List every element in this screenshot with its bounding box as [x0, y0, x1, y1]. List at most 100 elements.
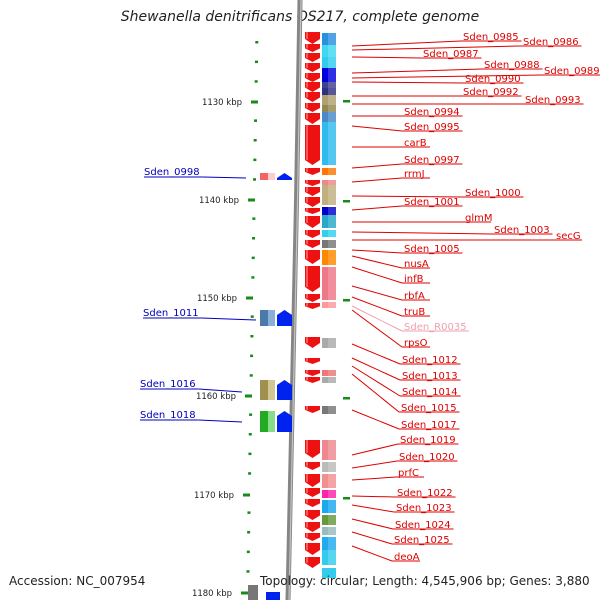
- gene-label[interactable]: Sden_1000: [465, 188, 521, 199]
- label-connector: [351, 495, 396, 498]
- accession-text: Accession: NC_007954: [9, 574, 146, 588]
- feature-block-shade: [328, 45, 336, 57]
- minor-tick: [255, 41, 259, 44]
- gene-label[interactable]: Sden_0995: [404, 122, 460, 133]
- feature-block: [322, 122, 336, 165]
- minor-tick: [253, 158, 257, 162]
- gene-arrow-forward: [305, 53, 320, 62]
- feature-block: [322, 185, 336, 205]
- tick-mark-right: [343, 100, 350, 103]
- gene-label[interactable]: Sden_0989: [544, 66, 600, 77]
- label-connector: [201, 317, 257, 321]
- tick-mark: [251, 100, 258, 104]
- gene-label[interactable]: Sden_0988: [484, 60, 540, 71]
- left-feature-block: [268, 380, 275, 400]
- feature-block: [322, 462, 336, 472]
- feature-block: [322, 68, 336, 82]
- gene-label[interactable]: Sden_1005: [404, 244, 460, 255]
- gene-label[interactable]: Sden_1012: [402, 355, 458, 366]
- gene-label[interactable]: Sden_1003: [494, 225, 550, 236]
- gene-label[interactable]: prfC: [398, 468, 419, 479]
- gene-label[interactable]: Sden_0990: [465, 74, 521, 85]
- gene-label[interactable]: Sden_0985: [463, 32, 519, 43]
- gene-label[interactable]: truB: [404, 307, 425, 318]
- tick-label: 1150 kbp: [197, 294, 237, 304]
- gene-label[interactable]: Sden_1017: [401, 420, 457, 431]
- gene-label[interactable]: nusA: [404, 259, 429, 270]
- gene-label[interactable]: Sden_0992: [463, 87, 519, 98]
- gene-label[interactable]: carB: [404, 138, 427, 149]
- label-connector: [351, 195, 464, 198]
- feature-block: [322, 550, 336, 565]
- gene-label[interactable]: rpsO: [404, 338, 428, 349]
- feature-block-shade: [328, 122, 336, 165]
- minor-tick: [253, 178, 257, 181]
- gene-arrow-forward: [305, 533, 320, 541]
- label-connector: [351, 56, 422, 59]
- gene-label[interactable]: Sden_1020: [399, 452, 455, 463]
- gene-label[interactable]: Sden_0994: [404, 107, 460, 118]
- gene-label[interactable]: Sden_1011: [143, 308, 199, 319]
- feature-block-shade: [328, 550, 336, 565]
- feature-block-shade: [328, 57, 336, 68]
- minor-tick: [251, 276, 255, 279]
- label-connector: [198, 419, 243, 423]
- gene-label[interactable]: Sden_1018: [140, 410, 196, 421]
- genome-backbone: [285, 0, 303, 600]
- gene-label[interactable]: Sden_0998: [144, 167, 200, 178]
- feature-block: [322, 33, 336, 45]
- gene-label[interactable]: Sden_1022: [397, 488, 453, 499]
- gene-label[interactable]: Sden_1016: [140, 379, 196, 390]
- feature-block: [322, 440, 336, 460]
- gene-label[interactable]: Sden_0987: [423, 49, 479, 60]
- gene-label[interactable]: Sden_1015: [401, 403, 457, 414]
- gene-arrow-forward: [305, 82, 320, 92]
- feature-block-shade: [328, 105, 336, 112]
- gene-label[interactable]: Sden_R0035: [404, 322, 467, 333]
- minor-tick: [253, 119, 257, 122]
- gene-label[interactable]: rrmJ: [404, 169, 425, 180]
- gene-label[interactable]: Sden_1019: [400, 435, 456, 446]
- gene-arrow-forward: [305, 337, 320, 348]
- gene-arrow-forward: [305, 303, 320, 309]
- feature-block: [322, 267, 336, 300]
- gene-arrow-forward: [305, 187, 320, 196]
- label-connector: [351, 205, 403, 211]
- feature-block: [322, 240, 336, 248]
- gene-label[interactable]: Sden_0986: [523, 37, 579, 48]
- gene-label[interactable]: Sden_1013: [402, 371, 458, 382]
- gene-label[interactable]: Sden_1025: [394, 535, 450, 546]
- feature-block: [322, 377, 336, 383]
- feature-block: [322, 168, 336, 175]
- gene-label[interactable]: deoA: [394, 552, 420, 563]
- gene-label[interactable]: Sden_0993: [525, 95, 581, 106]
- gene-label[interactable]: Sden_0997: [404, 155, 460, 166]
- minor-tick: [254, 80, 258, 83]
- gene-arrow-forward: [305, 240, 320, 248]
- gene-arrow-forward: [305, 543, 320, 555]
- label-connectors: [140, 40, 600, 562]
- scale-ticks: 1130 kbp 1140 kbp 1150 kbp 1160 kbp 1170 kbp…: [192, 41, 350, 599]
- gene-label[interactable]: Sden_1014: [402, 387, 458, 398]
- gene-label[interactable]: secG: [556, 231, 581, 242]
- gene-arrow-forward: [305, 63, 320, 72]
- gene-label[interactable]: glmM: [465, 213, 493, 224]
- label-connector: [351, 531, 393, 545]
- gene-arrow-reverse: [266, 592, 280, 600]
- minor-tick: [254, 60, 258, 64]
- gene-arrow-reverse: [277, 411, 292, 432]
- label-connector: [351, 285, 403, 301]
- tick-label: 1140 kbp: [199, 196, 239, 206]
- gene-label[interactable]: infB: [404, 274, 424, 285]
- feature-block: [322, 490, 336, 498]
- gene-label[interactable]: rbfA: [404, 291, 425, 302]
- label-connector: [351, 125, 403, 132]
- gene-label[interactable]: Sden_1001: [404, 197, 460, 208]
- feature-block: [322, 215, 336, 228]
- gene-label[interactable]: Sden_1024: [395, 520, 451, 531]
- label-connector: [351, 309, 403, 348]
- tick-mark-right: [343, 299, 350, 302]
- gene-label[interactable]: Sden_1023: [396, 503, 452, 514]
- tick-mark: [241, 591, 248, 595]
